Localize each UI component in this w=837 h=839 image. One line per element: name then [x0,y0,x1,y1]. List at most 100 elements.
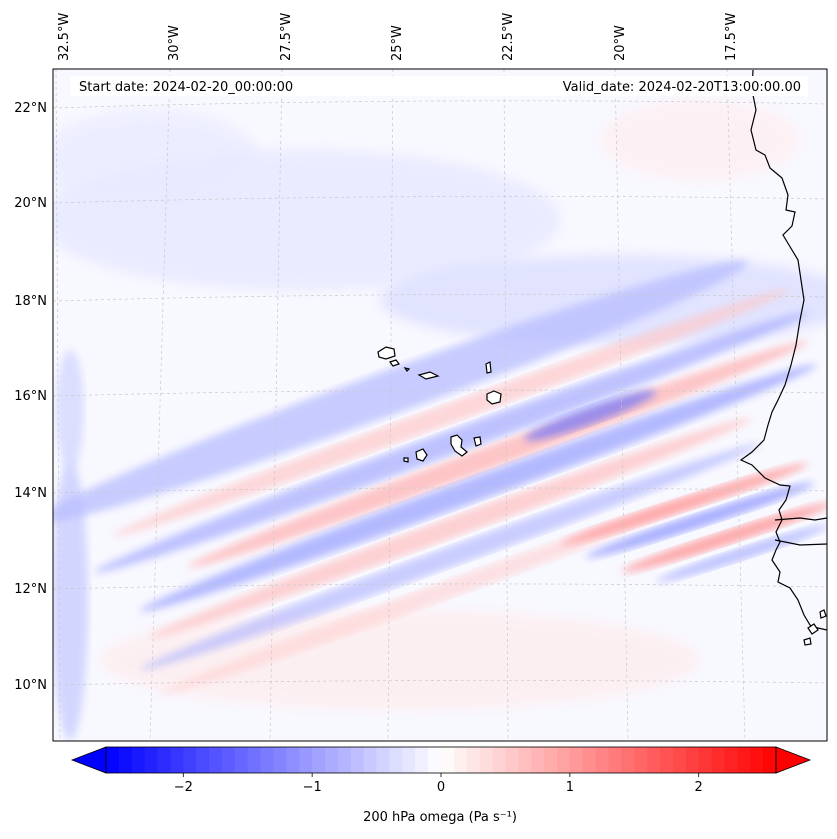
island-sal [485,361,492,374]
colorbar-cell [492,747,507,773]
island-santa-luzia [403,367,411,372]
island-sao-vicente [389,359,400,367]
colorbar-cell [763,747,777,773]
lon-label: 32.5°W [57,13,72,61]
lon-label: 17.5°W [724,13,739,61]
start-date: Start date: 2024-02-20_00:00:00 [79,80,293,95]
colorbar-max-extension [775,746,812,774]
colorbar-cell [428,747,442,773]
colorbar-cell [621,747,635,773]
colorbar-cell [196,747,210,773]
lat-label: 14°N [14,486,47,501]
colorbar-cell [170,747,184,773]
longitude-labels: 32.5°W 30°W 27.5°W 25°W 22.5°W 20°W 17.5… [57,13,739,61]
colorbar-min-extension [70,746,107,774]
colorbar-tick-label: −2 [174,780,193,795]
colorbar-cell [724,747,738,773]
colorbar-cell [595,747,610,773]
lon-label: 20°W [613,25,628,61]
colorbar-tick-label: 0 [437,780,445,795]
colorbar-cell [415,747,429,773]
colorbar-ticks: −2 −1 0 1 2 [174,773,703,795]
island-santo-antao [377,346,396,360]
colorbar-cell [647,747,661,773]
colorbar-cell [479,747,494,773]
colorbar-cell [634,747,648,773]
graticule [53,69,827,741]
colorbar-cell [247,747,262,773]
colorbar-cell [582,747,597,773]
bijagos-islands [803,609,827,646]
colorbar-cell [325,747,339,773]
colorbar-cell [131,747,146,773]
colorbar-cell [363,747,378,773]
colorbar-cell [531,747,545,773]
lon-label: 27.5°W [279,13,294,61]
colorbar-cell [518,747,532,773]
colorbar-cell [273,747,287,773]
africa-coastline [739,69,827,631]
colorbar-cell [466,747,481,773]
colorbar-cells [106,747,777,773]
lat-label: 10°N [14,678,47,693]
colorbar-cell [750,747,764,773]
colorbar-cell [376,747,391,773]
lat-label: 22°N [14,101,47,116]
colorbar-cell [183,747,197,773]
colorbar-cell [402,747,416,773]
map-frame [52,68,828,742]
colorbar-cell [144,747,159,773]
colorbar-cell [608,747,622,773]
island-santiago [450,434,468,457]
colorbar-cell [312,747,326,773]
colorbar-cell [234,747,249,773]
colorbar: −2 −1 0 1 2 200 hPa omega (Pa s⁻¹) [70,746,812,825]
island-maio [473,436,482,447]
colorbar-cell [157,747,172,773]
lon-label: 30°W [167,25,182,61]
colorbar-cell [505,747,519,773]
colorbar-cell [556,747,571,773]
colorbar-cell [711,747,726,773]
colorbar-cell [337,747,352,773]
colorbar-cell [299,747,313,773]
map-panel: Start date: 2024-02-20_00:00:00 Valid_da… [53,69,827,741]
lat-label: 18°N [14,294,47,309]
date-banner [70,76,808,96]
colorbar-cell [453,747,468,773]
colorbar-cell [209,747,223,773]
colorbar-cell [441,747,455,773]
colorbar-cell [698,747,713,773]
colorbar-tick-label: 2 [695,780,703,795]
colorbar-cell [260,747,275,773]
colorbar-cell [544,747,558,773]
colorbar-cell [737,747,751,773]
lat-label: 20°N [14,196,47,211]
coastlines [739,69,827,631]
island-brava [403,457,409,463]
colorbar-cell [106,747,120,773]
colorbar-label: 200 hPa omega (Pa s⁻¹) [363,810,517,825]
cape-verde-islands [377,346,827,646]
lat-label: 12°N [14,582,47,597]
lon-label: 25°W [390,25,405,61]
island-fogo [415,448,428,462]
colorbar-cell [286,747,300,773]
valid-date: Valid_date: 2024-02-20T13:00:00.00 [563,80,801,95]
colorbar-cell [350,747,365,773]
colorbar-cell [389,747,403,773]
colorbar-cell [118,747,133,773]
colorbar-cell [221,747,236,773]
colorbar-tick-label: −1 [303,780,322,795]
lon-label: 22.5°W [501,13,516,61]
colorbar-tick-label: 1 [566,780,574,795]
colorbar-cell [569,747,584,773]
island-sao-nicolau [417,371,440,380]
colorbar-cell [672,747,687,773]
omega-field [53,100,827,740]
island-boa-vista [486,390,502,405]
lat-label: 16°N [14,389,47,404]
latitude-labels: 22°N 20°N 18°N 16°N 14°N 12°N 10°N [14,101,47,693]
colorbar-cell [685,747,700,773]
